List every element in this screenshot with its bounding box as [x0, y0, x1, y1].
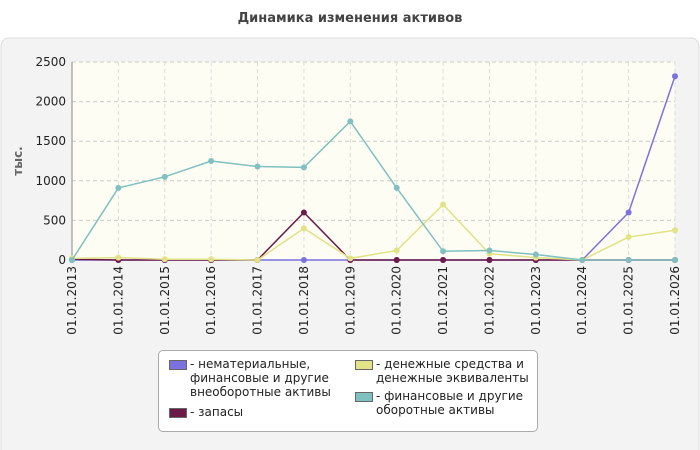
x-tick-label: 01.01.2026	[668, 266, 682, 335]
point	[393, 257, 400, 263]
y-axis-label: тыс.	[11, 146, 25, 175]
legend-swatch	[169, 408, 187, 418]
x-tick-label: 01.01.2018	[297, 266, 311, 335]
y-tick-label: 500	[43, 213, 66, 227]
x-tick-label: 01.01.2025	[622, 266, 636, 335]
x-tick-label: 01.01.2021	[436, 266, 450, 335]
point	[393, 184, 400, 191]
point	[254, 163, 261, 170]
legend-item: - денежные средства и денежные эквивален…	[355, 357, 530, 385]
series-line	[71, 120, 675, 261]
point	[115, 184, 122, 191]
legend-item: - нематериальные, финансовые и другие вн…	[169, 357, 344, 399]
x-tick-label: 01.01.2023	[529, 266, 543, 335]
point	[208, 256, 215, 263]
point	[161, 173, 168, 180]
point	[347, 118, 354, 125]
y-tick-label: 2500	[35, 55, 66, 69]
legend: - нематериальные, финансовые и другие вн…	[158, 350, 538, 432]
x-tick-label: 01.01.2020	[390, 266, 404, 335]
x-tick-label: 01.01.2013	[65, 266, 79, 335]
legend-label: - запасы	[190, 405, 244, 419]
legend-swatch	[355, 360, 373, 370]
x-tick-label: 01.01.2016	[204, 266, 218, 335]
x-tick-label: 01.01.2014	[111, 266, 125, 335]
point	[208, 158, 215, 164]
legend-swatch	[355, 392, 373, 402]
point	[672, 227, 678, 234]
y-tick-label: 0	[58, 253, 66, 267]
point	[440, 257, 447, 263]
point	[625, 209, 632, 216]
point	[347, 255, 354, 262]
point	[115, 254, 122, 261]
point	[486, 257, 493, 263]
x-tick-label: 01.01.2017	[251, 266, 265, 335]
point	[69, 257, 75, 263]
point	[672, 257, 678, 263]
legend-item: - финансовые и другие оборотные активы	[355, 389, 530, 417]
point	[672, 73, 678, 80]
point	[254, 257, 261, 263]
point	[579, 257, 586, 263]
point	[440, 248, 447, 255]
point	[440, 201, 447, 208]
point	[393, 247, 400, 254]
legend-label: - нематериальные, финансовые и другие вн…	[190, 357, 331, 399]
x-tick-label: 01.01.2019	[343, 266, 357, 335]
point	[300, 164, 307, 171]
legend-label: - финансовые и другие оборотные активы	[376, 389, 524, 417]
plot-area	[72, 62, 675, 260]
legend-swatch	[169, 360, 187, 370]
point	[300, 225, 307, 232]
point	[625, 257, 632, 263]
legend-label: - денежные средства и денежные эквивален…	[376, 357, 529, 385]
point	[300, 209, 307, 216]
point	[625, 234, 632, 241]
point	[161, 256, 168, 263]
y-tick-label: 2000	[35, 95, 66, 109]
y-tick-label: 1500	[35, 134, 66, 148]
point	[300, 257, 307, 263]
point	[486, 247, 493, 254]
chart-title: Динамика изменения активов	[238, 11, 463, 26]
x-tick-label: 01.01.2024	[575, 266, 589, 335]
y-tick-label: 1000	[35, 174, 66, 188]
x-tick-label: 01.01.2015	[158, 266, 172, 335]
point	[532, 251, 539, 258]
legend-item: - запасы	[169, 405, 344, 419]
x-tick-label: 01.01.2022	[482, 266, 496, 335]
